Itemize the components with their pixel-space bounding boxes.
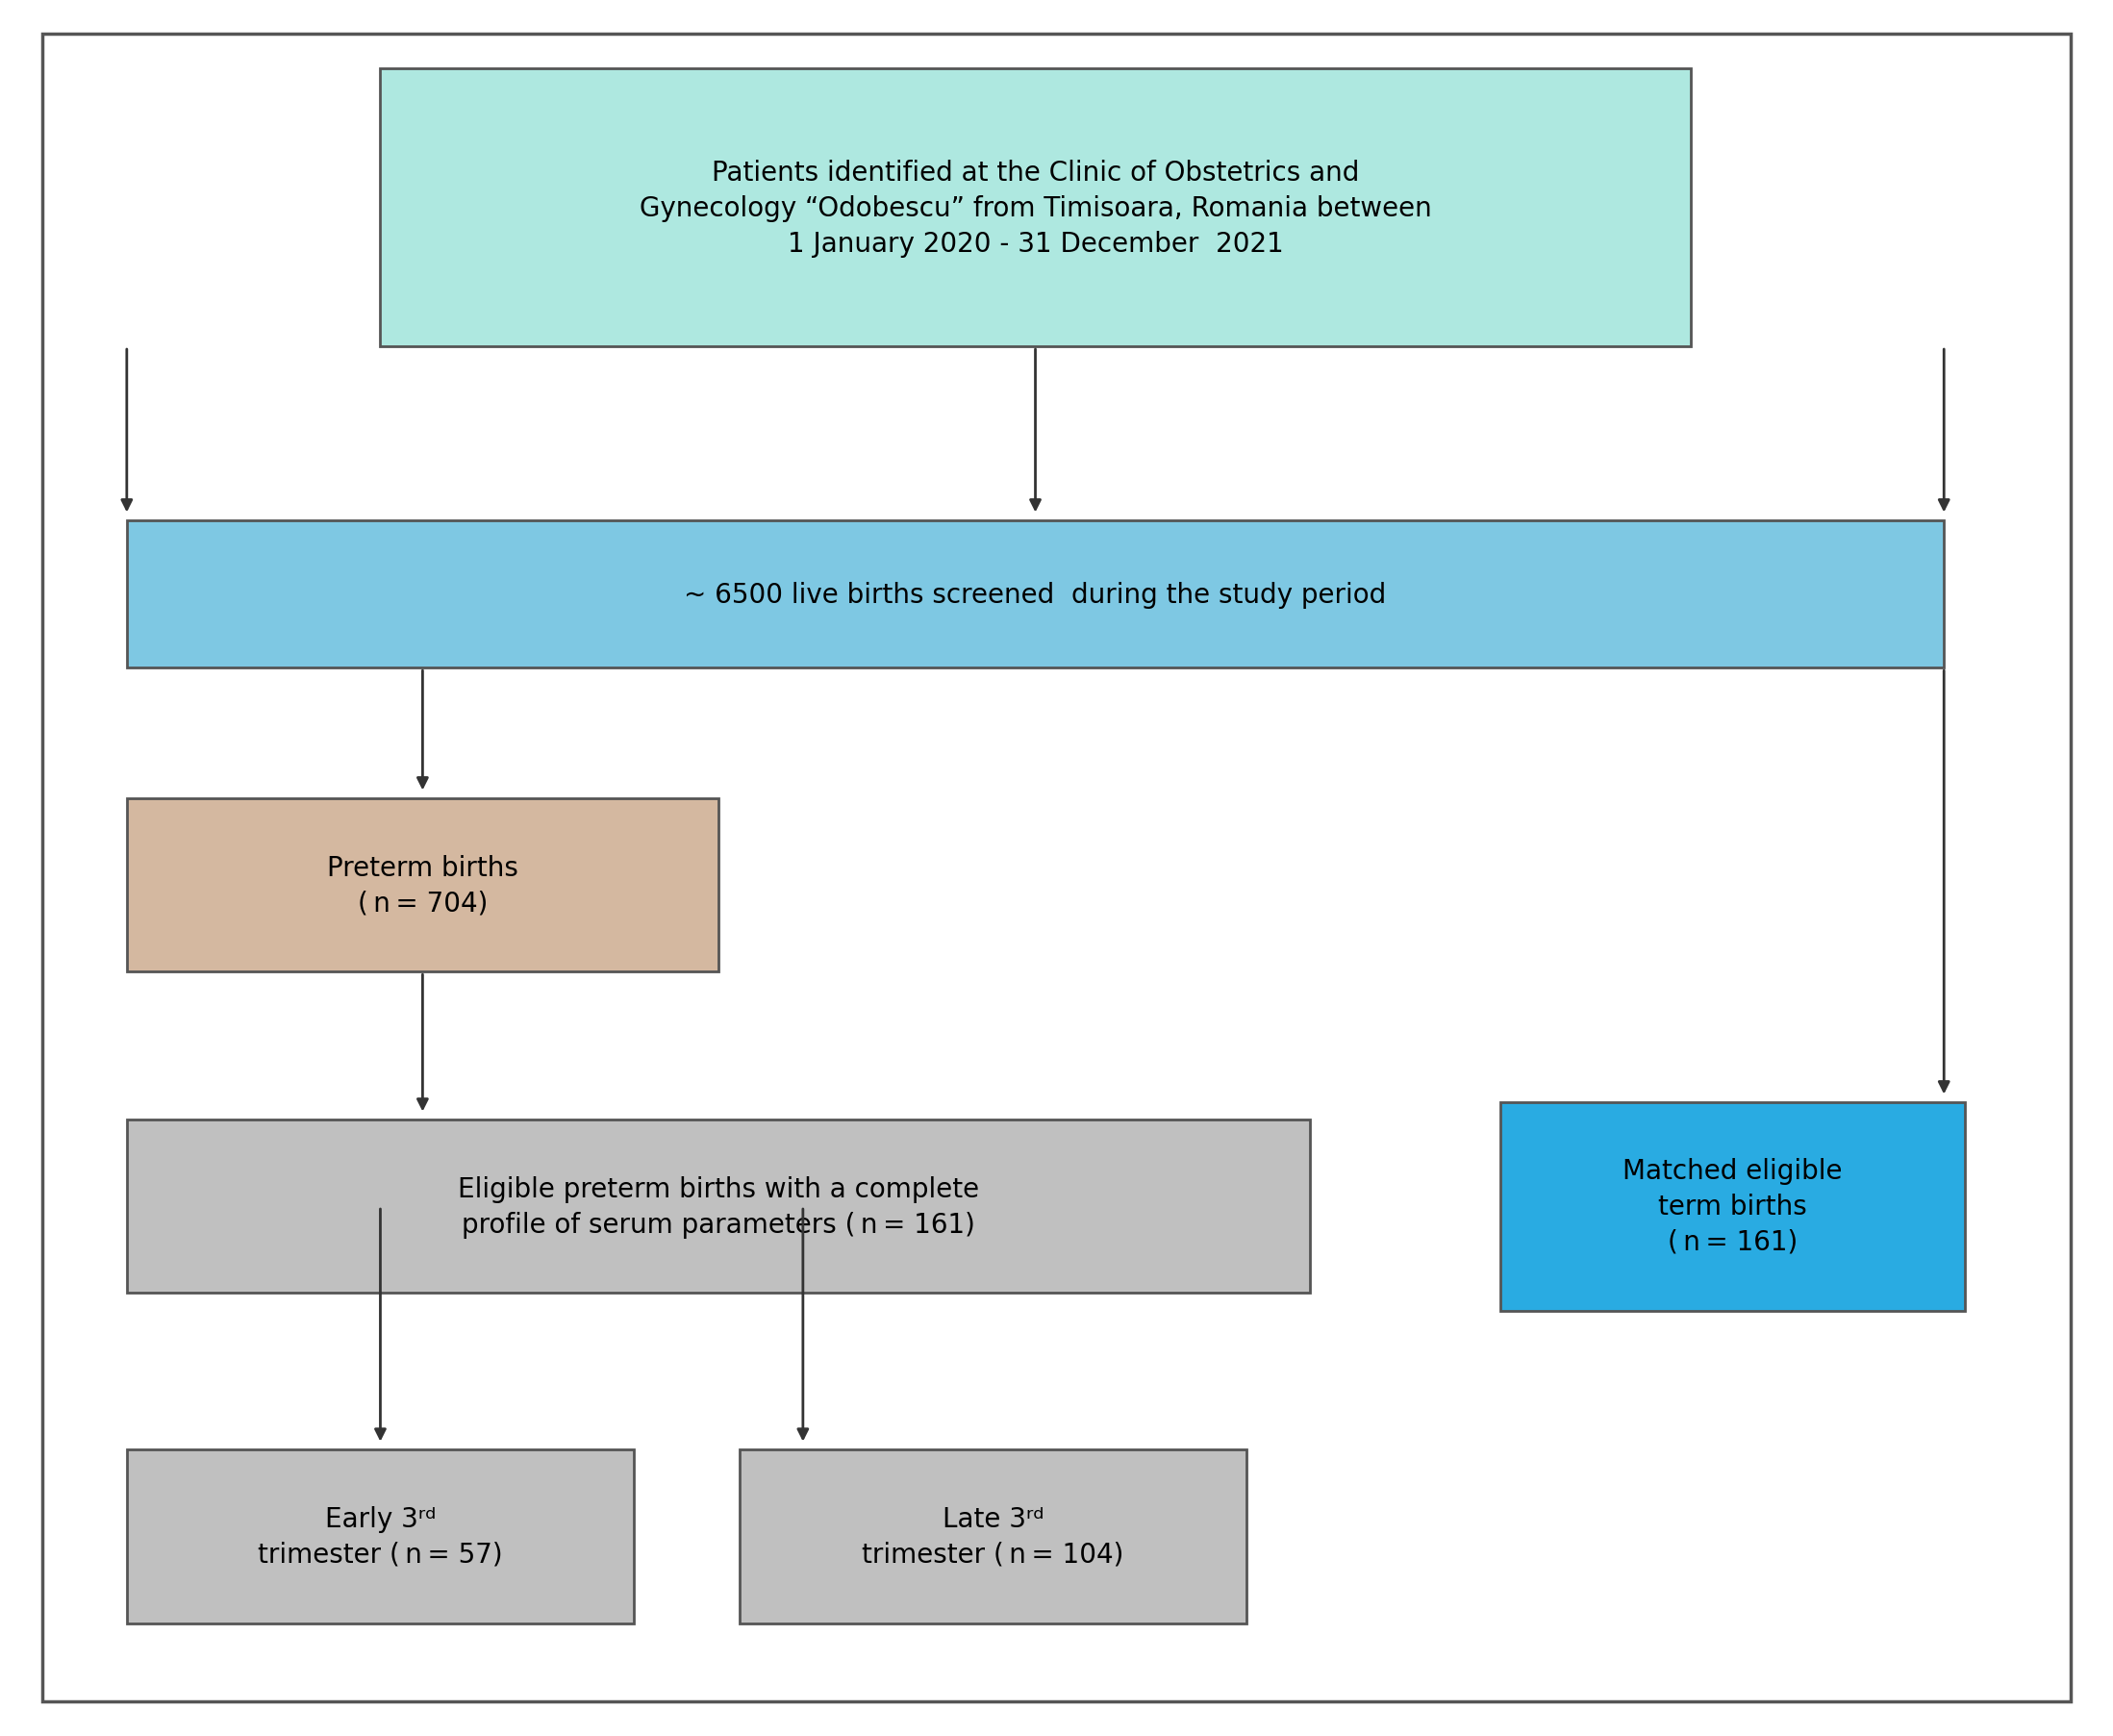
- Text: Matched eligible
term births
( n = 161): Matched eligible term births ( n = 161): [1623, 1158, 1843, 1255]
- Text: Early 3ʳᵈ
trimester ( n = 57): Early 3ʳᵈ trimester ( n = 57): [258, 1505, 503, 1568]
- FancyBboxPatch shape: [380, 69, 1690, 347]
- FancyBboxPatch shape: [740, 1450, 1247, 1623]
- Text: Eligible preterm births with a complete
profile of serum parameters ( n = 161): Eligible preterm births with a complete …: [459, 1175, 978, 1238]
- Text: Patients identified at the Clinic of Obstetrics and
Gynecology “Odobescu” from T: Patients identified at the Clinic of Obs…: [640, 160, 1431, 257]
- FancyBboxPatch shape: [127, 799, 718, 972]
- FancyBboxPatch shape: [127, 1120, 1310, 1293]
- Text: ~ 6500 live births screened  during the study period: ~ 6500 live births screened during the s…: [685, 582, 1386, 608]
- FancyBboxPatch shape: [1500, 1102, 1965, 1311]
- FancyBboxPatch shape: [127, 521, 1944, 668]
- Text: Preterm births
( n = 704): Preterm births ( n = 704): [328, 854, 518, 917]
- FancyBboxPatch shape: [127, 1450, 634, 1623]
- Text: Late 3ʳᵈ
trimester ( n = 104): Late 3ʳᵈ trimester ( n = 104): [862, 1505, 1124, 1568]
